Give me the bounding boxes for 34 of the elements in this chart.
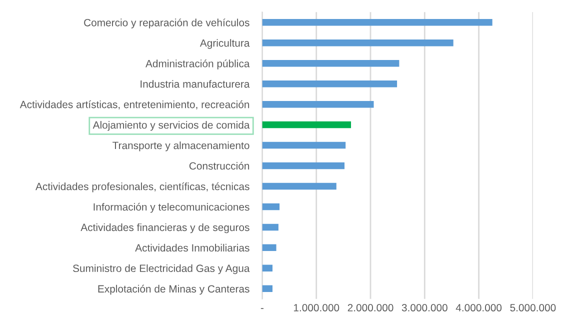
bar <box>262 162 345 170</box>
y-tick-label: Administración pública <box>146 60 250 70</box>
bar <box>262 182 336 190</box>
y-tick-label: Agricultura <box>200 39 250 49</box>
y-tick-label: Industria manufacturera <box>140 80 250 88</box>
bar <box>262 203 280 210</box>
y-tick-label: Suministro de Electricidad Gas y Agua <box>73 264 250 274</box>
y-tick-label: Actividades financieras y de seguros <box>80 223 250 234</box>
x-tick-label: 1.000.000 <box>294 304 340 312</box>
y-tick-label: Transporte y almacenamiento <box>112 142 250 152</box>
bar <box>262 264 272 272</box>
y-tick-label: Alojamiento y servicios de comida <box>92 121 250 131</box>
y-tick-label: Construcción <box>189 162 250 170</box>
bar <box>262 40 454 46</box>
y-tick-label: Explotación de Minas y Canteras <box>98 284 250 295</box>
y-tick-label: Comercio y reparación de vehículos <box>84 18 250 28</box>
y-tick-label: Información y telecomunicaciones <box>94 202 250 213</box>
bar <box>262 100 374 108</box>
bar <box>262 285 272 292</box>
y-tick-label: Actividades Inmobiliarias <box>135 244 250 252</box>
bar <box>262 19 492 26</box>
y-tick-label: Actividades artísticas, entretenimiento, recreación <box>20 100 250 110</box>
bar <box>262 142 346 149</box>
bar <box>262 121 352 128</box>
x-tick-label: 3.000.000 <box>402 304 448 312</box>
bar <box>262 244 276 252</box>
y-tick-label: Actividades profesionales, científicas, técnicas <box>36 182 250 192</box>
bar <box>262 80 398 88</box>
bar <box>262 224 278 231</box>
bar <box>262 60 400 67</box>
x-tick-label: - <box>260 308 264 309</box>
x-tick-label: 4.000.000 <box>456 304 502 312</box>
x-tick-label: 2.000.000 <box>348 304 394 312</box>
x-tick-label: 5.000.000 <box>510 304 556 312</box>
